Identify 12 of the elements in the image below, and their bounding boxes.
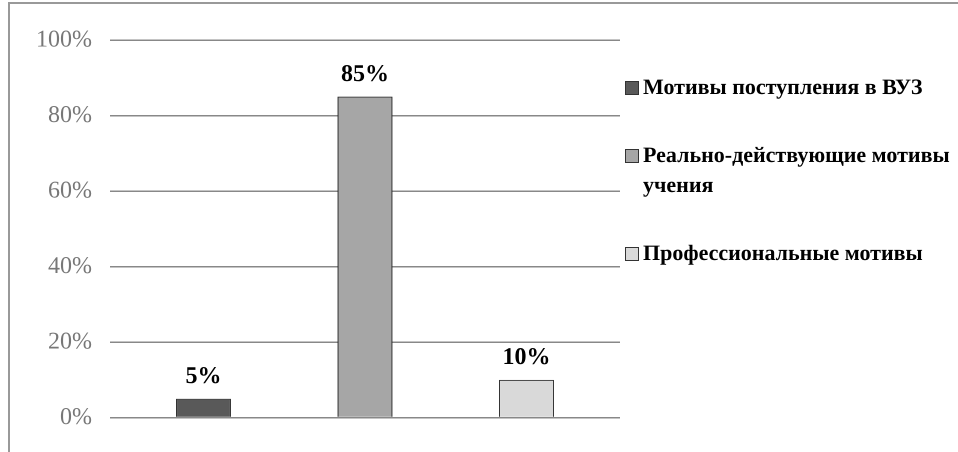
y-tick-label: 100%	[36, 26, 92, 52]
y-tick-label: 60%	[48, 177, 92, 204]
y-tick-label: 0%	[60, 404, 92, 430]
y-tick-label: 20%	[48, 328, 92, 354]
data-label: 5%	[185, 362, 222, 389]
legend-label: Реально-действующие мотивы учения	[643, 141, 951, 199]
y-tick-label: 40%	[48, 252, 92, 279]
data-label: 85%	[340, 60, 389, 87]
y-tick-label: 80%	[48, 102, 92, 128]
legend-label: Мотивы поступления в ВУЗ	[643, 73, 922, 101]
data-label: 10%	[502, 344, 550, 370]
legend-label: Профессиональные мотивы	[643, 239, 923, 267]
